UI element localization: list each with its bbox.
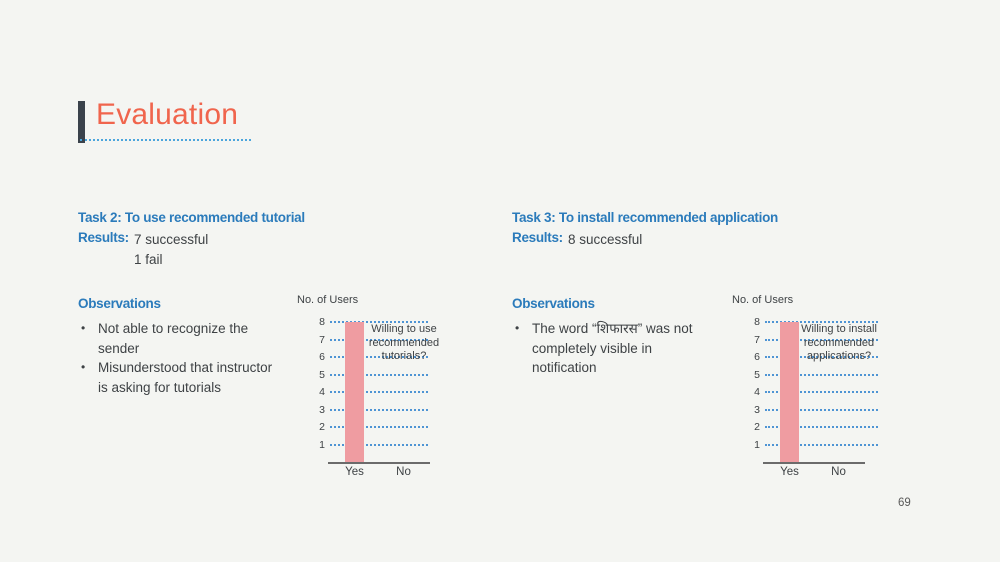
gridline	[330, 356, 428, 358]
gridline	[765, 426, 878, 428]
gridline	[765, 443, 878, 446]
bar-chart-applications: No. of Users 1 2 3 4 5 6 7 8 Yes No Willing to inst…	[730, 294, 882, 482]
results-values: 7 successful 1 fail	[134, 230, 208, 269]
results-values: 8 successful	[568, 230, 642, 250]
bar-chart-tutorials: No. of Users 1 2 3 4 5 6 7 8 Yes No Willing to use …	[295, 294, 447, 482]
task3-observations-list: • The word “शिफारस” was not completely vi…	[512, 319, 702, 378]
y-tick-label: 8	[754, 316, 760, 328]
task2-observations-list: • Not able to recognize the sender • Misund…	[78, 319, 288, 397]
task3-results: Results: 8 successful	[512, 230, 642, 250]
gridline	[765, 391, 878, 393]
y-tick-label: 1	[319, 438, 325, 451]
gridline	[765, 373, 878, 376]
observation-text: Not able to recognize the sender	[98, 321, 249, 356]
gridline	[330, 373, 428, 376]
y-tick-label: 7	[319, 333, 325, 346]
observation-item: • Not able to recognize the sender	[78, 319, 288, 358]
gridline	[765, 408, 878, 411]
observation-text: The word “शिफारस” was not completely vis…	[532, 321, 693, 375]
y-tick-label: 6	[754, 351, 760, 363]
y-tick-label: 2	[754, 421, 760, 433]
y-tick-label: 3	[754, 403, 760, 416]
gridline	[330, 426, 428, 428]
y-tick-label: 3	[319, 403, 325, 416]
task3-observations-heading: Observations	[512, 296, 595, 311]
chart-annotation: Willing to install recommended applicati…	[801, 323, 877, 362]
y-tick-label: 2	[319, 421, 325, 433]
chart-y-axis-title: No. of Users	[732, 294, 794, 306]
gridline	[330, 321, 428, 323]
gridline	[330, 443, 428, 446]
x-category-label: No	[396, 466, 411, 478]
chart-y-axis-title: No. of Users	[297, 294, 359, 306]
gridline	[330, 391, 428, 393]
page-number: 69	[898, 497, 911, 509]
y-tick-label: 7	[754, 333, 760, 346]
results-label: Results:	[78, 230, 129, 245]
task3-heading: Task 3: To install recommended applicati…	[512, 210, 778, 225]
y-tick-label: 8	[319, 316, 325, 328]
gridline	[330, 338, 428, 341]
slide-title: Evaluation	[96, 98, 239, 131]
y-tick-label: 6	[319, 351, 325, 363]
y-tick-label: 4	[319, 386, 325, 398]
results-label: Results:	[512, 230, 563, 245]
result-line: 1 fail	[134, 251, 163, 267]
gridline	[765, 356, 878, 358]
gridline	[765, 338, 878, 341]
x-category-label: No	[831, 466, 846, 478]
bar-yes	[780, 322, 799, 462]
bullet-icon: •	[515, 321, 520, 335]
bar-yes	[345, 322, 364, 462]
x-axis-line	[328, 462, 430, 464]
y-tick-label: 4	[754, 386, 760, 398]
task2-observations-heading: Observations	[78, 296, 161, 311]
result-line: 7 successful	[134, 232, 209, 247]
observation-text: Misunderstood that instructor is asking …	[98, 360, 273, 395]
task2-heading: Task 2: To use recommended tutorial	[78, 210, 305, 225]
result-line: 8 successful	[568, 232, 643, 247]
y-tick-label: 1	[754, 438, 760, 451]
x-axis-line	[763, 462, 865, 464]
x-category-label: Yes	[780, 466, 799, 478]
chart-annotation: Willing to use recommended tutorials?	[368, 323, 440, 362]
gridline	[765, 321, 878, 323]
y-tick-label: 5	[754, 368, 760, 381]
x-category-label: Yes	[345, 466, 364, 478]
title-underline	[80, 139, 251, 141]
gridline	[330, 408, 428, 411]
bullet-icon: •	[81, 321, 86, 335]
observation-item: • The word “शिफारस” was not completely vi…	[512, 319, 702, 378]
bullet-icon: •	[81, 360, 86, 374]
task2-results: Results: 7 successful 1 fail	[78, 230, 208, 269]
observation-item: • Misunderstood that instructor is asking…	[78, 358, 288, 397]
title-accent-bar	[78, 101, 85, 143]
y-tick-label: 5	[319, 368, 325, 381]
